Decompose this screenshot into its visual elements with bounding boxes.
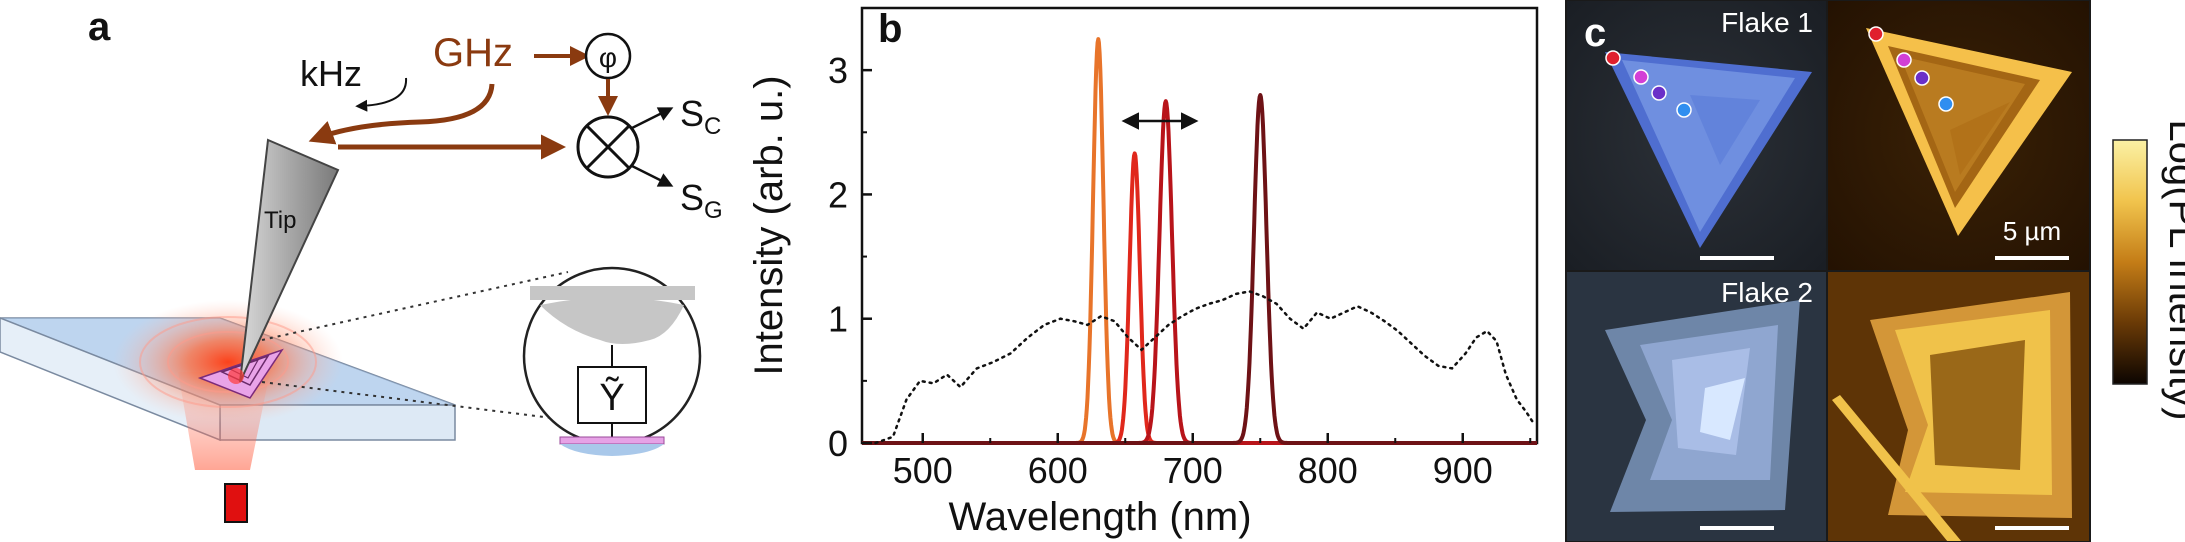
marker-dot	[1914, 70, 1930, 86]
series-dotted-spectrum	[874, 290, 1536, 445]
plot-frame	[860, 6, 1539, 445]
series-line-3	[860, 99, 1539, 445]
pl-image-flake2	[1828, 272, 2090, 542]
y-tick-label: 0	[828, 423, 848, 464]
khz-label: kHz	[300, 53, 362, 94]
colorbar	[2112, 139, 2148, 385]
marker-dot	[1676, 102, 1692, 118]
panel-a: a Tip Ỹ	[0, 5, 723, 523]
laser-source	[224, 483, 248, 523]
phase-symbol: φ	[599, 42, 617, 73]
scale-bar-label: 5 µm	[2003, 216, 2061, 246]
flake2-label: Flake 2	[1721, 277, 1813, 308]
flake1-label: Flake 1	[1721, 7, 1813, 38]
marker-dot	[1605, 50, 1621, 66]
sg-label: SG	[680, 177, 723, 224]
pl-image-flake1: 5 µm	[1828, 0, 2090, 270]
x-tick-label: 500	[893, 450, 953, 491]
marker-dot	[1868, 26, 1884, 42]
x-tick-label: 700	[1163, 450, 1223, 491]
optical-image-flake2: Flake 2	[1566, 272, 1826, 542]
ghz-label: GHz	[433, 31, 513, 75]
colorbar-label: Log(PL Intensity)	[2161, 120, 2185, 421]
panel-a-label: a	[88, 5, 111, 49]
panel-b: b 500 600 700 800 900 0 1 2 3 Intensity (arb. u.…	[747, 6, 1539, 539]
x-tick-label: 600	[1028, 450, 1088, 491]
glow-ring	[167, 331, 289, 393]
y-tick-label: 2	[828, 174, 848, 215]
glow-ring	[139, 316, 317, 408]
panel-c-label: c	[1584, 11, 1606, 55]
series-line-2	[860, 151, 1539, 445]
spectrum-chart: 500 600 700 800 900 0 1 2 3	[828, 6, 1539, 491]
tip-label: Tip	[264, 207, 296, 234]
impedance-symbol: Ỹ	[599, 376, 624, 419]
sg-arrow	[631, 164, 674, 187]
y-axis-label: Intensity (arb. u.)	[747, 75, 791, 375]
sc-arrow	[631, 107, 674, 130]
marker-dot	[1896, 52, 1912, 68]
afm-tip	[239, 138, 340, 383]
x-tick-label: 900	[1433, 450, 1493, 491]
x-tick-label: 800	[1298, 450, 1358, 491]
zoom-inset: Ỹ	[522, 266, 702, 456]
y-tick-label: 3	[828, 50, 848, 91]
marker-dot	[1633, 69, 1649, 85]
panel-b-label: b	[878, 7, 902, 51]
marker-dot	[1651, 85, 1667, 101]
pl-glow	[113, 300, 343, 424]
optical-image-flake1: Flake 1 c	[1566, 0, 1826, 270]
tip-apex-spot	[228, 368, 244, 384]
y-tick-label: 1	[828, 299, 848, 340]
phase-shifter	[584, 32, 632, 80]
panel-c: Flake 1 c 5 µm Flake 2	[1565, 0, 2185, 542]
marker-dot	[1938, 96, 1954, 112]
zoom-line	[261, 381, 569, 421]
sc-label: SC	[680, 93, 721, 140]
series-line-4	[860, 93, 1539, 445]
mixer	[576, 115, 640, 179]
x-axis-label: Wavelength (nm)	[948, 495, 1251, 539]
ghz-to-tip-arrow	[308, 83, 495, 145]
khz-arrow	[355, 77, 408, 112]
